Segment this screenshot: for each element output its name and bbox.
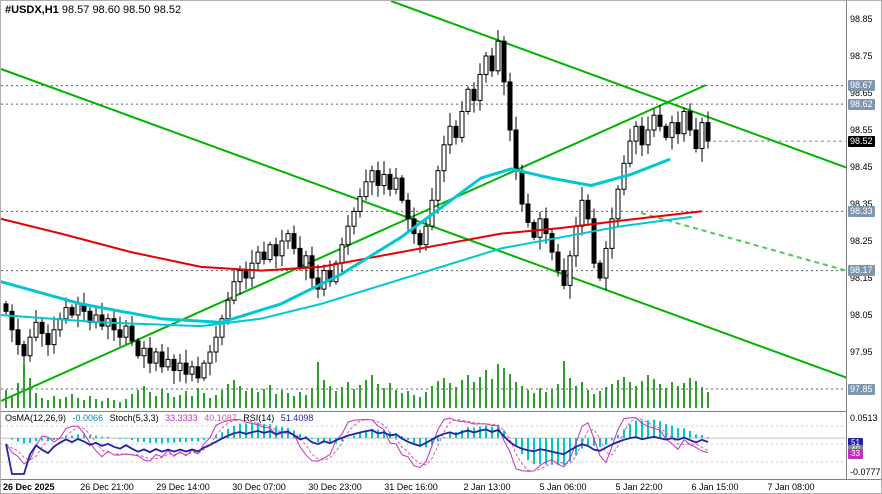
stoch-value: 33.3333 [165,413,198,423]
price-axis-tick: 97.95 [850,346,873,357]
rsi-label: RSI(14) [243,413,275,423]
price-level-badge: 98.62 [848,98,875,110]
rsi-value: 51.4098 [280,413,314,423]
time-axis-label: 26 Dec 2025 [3,482,55,492]
indicator-axis-min: -0.0777 [850,467,881,477]
price-chart-canvas[interactable] [1,1,846,411]
stoch-signal-value: 40.1087 [204,413,237,423]
price-axis-tick: 98.35 [850,198,873,209]
price-axis-tick: 98.85 [850,13,873,24]
time-axis-label: 2 Jan 13:00 [463,482,511,492]
price-level-badge: 98.33 [848,205,875,217]
pane-separator[interactable] [1,411,881,412]
indicator-value-badge: 33 [848,449,863,460]
time-axis-label: 5 Jan 22:00 [615,482,663,492]
osma-label: OsMA(12,26,9) [5,413,67,423]
price-level-badge: 98.17 [848,265,875,277]
stoch-label: Stoch(5,3,3) [109,413,159,423]
indicator-value-badge: 51 [848,438,863,449]
stochastic-signal-line [5,417,709,472]
price-axis-tick: 98.05 [850,309,873,320]
indicator-axis-max: 0.0513 [850,413,878,423]
axis-separator [1,479,881,480]
time-axis-label: 30 Dec 23:00 [308,482,362,492]
price-axis-tick: 98.45 [850,161,873,172]
price-axis-tick: 98.15 [850,272,873,283]
indicator-grid-lines [1,425,846,463]
ma-red [1,210,702,272]
price-axis: 0.0513 -0.0777 98.85 98.75 98.65 98.55 98.45… [846,1,881,479]
time-axis-label: 29 Dec 14:00 [156,482,210,492]
current-price-badge: 98.52 [848,135,875,147]
price-level-badge: 98.67 [848,80,875,92]
time-axis-label: 5 Jan 06:00 [539,482,587,492]
time-axis-label: 31 Dec 16:00 [384,482,438,492]
ohlc-values: 98.57 98.60 98.50 98.52 [61,4,182,16]
time-axis-label: 30 Dec 07:00 [232,482,286,492]
ma-cyan-slow [1,215,692,328]
moving-average-lines[interactable] [1,158,702,328]
indicator-pane-canvas[interactable] [1,411,846,479]
price-axis-tick: 98.75 [850,50,873,61]
price-axis-tick: 98.55 [850,124,873,135]
time-axis-label: 7 Jan 08:00 [767,482,815,492]
oscillator-lines [5,417,709,475]
price-axis-tick: 98.65 [850,87,873,98]
rsi-line [5,428,709,475]
candlesticks [3,30,711,384]
indicator-values-label: OsMA(12,26,9) -0.0066 Stoch(5,3,3) 33.33… [5,413,317,423]
volume-histogram [5,361,709,408]
symbol-name: #USDX,H1 [5,4,59,16]
symbol-ohlc-label: #USDX,H1 98.57 98.60 98.50 98.52 [5,4,181,16]
time-axis-label: 26 Dec 21:00 [80,482,134,492]
price-level-badge: 97.85 [848,383,875,395]
time-axis-label: 6 Jan 15:00 [691,482,739,492]
price-axis-tick: 98.25 [850,235,873,246]
trend-lines[interactable] [1,1,846,402]
osma-value: -0.0066 [72,413,104,423]
time-axis[interactable]: 26 Dec 2025 26 Dec 21:00 29 Dec 14:00 30 De… [1,480,881,493]
ma-cyan-fast [1,158,671,324]
